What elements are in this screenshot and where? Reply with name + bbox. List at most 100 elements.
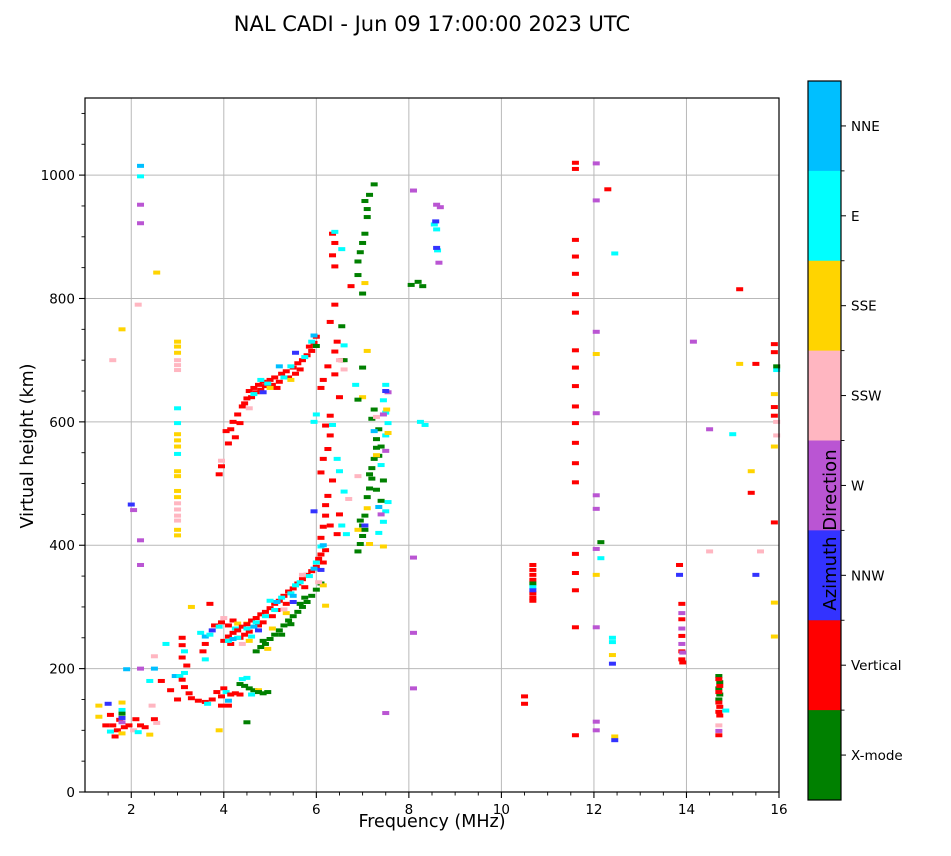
data-point [296,580,304,585]
data-point [238,677,246,682]
data-point [271,608,279,613]
data-point [352,382,360,387]
data-point [375,427,383,432]
data-point [521,694,529,699]
data-point [326,523,334,528]
data-point [608,635,616,640]
data-point [529,581,537,586]
data-point [333,532,341,537]
data-point [345,496,353,501]
data-point [529,585,537,590]
data-point [298,572,306,577]
data-point [433,202,441,207]
data-point [529,588,537,593]
data-point [250,385,258,390]
data-point [747,469,755,474]
x-tick-label: 8 [405,802,414,818]
data-point [715,677,723,682]
data-point [264,381,272,386]
data-point [608,653,616,658]
data-point [174,469,182,474]
data-point [361,513,369,518]
data-point [592,161,600,166]
data-point [243,626,251,631]
data-point [433,227,441,232]
data-point [174,339,182,344]
data-point [287,377,295,382]
data-point [252,649,260,654]
data-point [245,686,253,691]
data-point [153,720,161,725]
data-point [384,421,392,426]
data-point [234,621,242,626]
data-point [571,365,579,370]
data-point [571,480,579,485]
data-point [308,593,316,598]
data-point [382,711,390,716]
data-point [773,433,781,438]
colorbar-segment-ssw [808,350,841,441]
data-point [715,690,723,695]
data-point [329,422,337,427]
data-point [322,548,330,553]
data-point [236,421,244,426]
data-point [335,469,343,474]
data-point [217,703,225,708]
data-point [227,641,235,646]
data-point [319,524,327,529]
data-point [361,281,369,286]
data-point [280,623,288,628]
data-point [199,649,207,654]
data-point [250,688,258,693]
data-point [706,549,714,554]
data-point [414,279,422,284]
x-axis-label: Frequency (MHz) [358,812,506,832]
data-point [319,560,327,565]
data-point [319,377,327,382]
data-point [770,405,778,410]
data-point [294,609,302,614]
data-point [331,302,339,307]
data-point [571,310,579,315]
data-point [305,344,313,349]
data-point [287,622,295,627]
data-point [715,674,723,679]
data-point [347,284,355,289]
data-point [435,260,443,265]
data-point [716,704,724,709]
data-point [592,352,600,357]
data-point [208,628,216,633]
data-point [137,163,145,168]
data-point [271,632,279,637]
data-point [571,160,579,165]
data-point [359,365,367,370]
data-point [592,625,600,630]
data-point [118,327,126,332]
data-point [238,624,246,629]
data-point [250,624,258,629]
x-tick-label: 14 [678,802,695,818]
data-point [379,412,387,417]
data-point [289,614,297,619]
data-point [174,488,182,493]
data-point [215,624,223,629]
data-point [137,562,145,567]
data-point [280,607,288,612]
data-point [340,343,348,348]
data-point [174,533,182,538]
data-point [241,401,249,406]
data-point [174,507,182,512]
data-point [729,432,737,437]
y-tick-label: 400 [49,538,75,554]
data-point [248,618,256,623]
data-point [354,259,362,264]
data-point [273,385,281,390]
data-point [211,623,219,628]
data-point [324,447,332,452]
data-point [266,637,274,642]
data-point [95,703,103,708]
data-point [571,733,579,738]
data-point [201,634,209,639]
data-point [375,530,383,535]
